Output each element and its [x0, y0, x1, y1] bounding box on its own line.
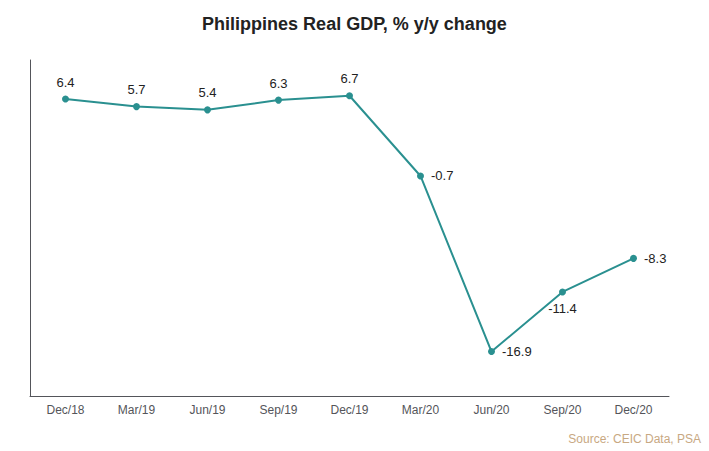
svg-text:-8.3: -8.3	[644, 251, 666, 266]
svg-text:5.4: 5.4	[198, 85, 216, 100]
svg-text:-0.7: -0.7	[431, 168, 453, 183]
svg-text:Sep/20: Sep/20	[543, 403, 581, 417]
svg-text:Dec/18: Dec/18	[46, 403, 84, 417]
svg-text:Philippines Real GDP, % y/y ch: Philippines Real GDP, % y/y change	[202, 14, 507, 34]
svg-text:Sep/19: Sep/19	[259, 403, 297, 417]
svg-text:Mar/19: Mar/19	[118, 403, 156, 417]
svg-text:Jun/20: Jun/20	[473, 403, 509, 417]
svg-text:5.7: 5.7	[127, 82, 145, 97]
svg-text:Jun/19: Jun/19	[189, 403, 225, 417]
svg-text:6.7: 6.7	[340, 71, 358, 86]
svg-text:6.3: 6.3	[269, 76, 287, 91]
svg-text:-11.4: -11.4	[548, 301, 577, 316]
svg-text:Dec/19: Dec/19	[330, 403, 368, 417]
svg-text:Source: CEIC Data, PSA: Source: CEIC Data, PSA	[568, 432, 701, 446]
svg-text:Mar/20: Mar/20	[402, 403, 440, 417]
svg-text:Dec/20: Dec/20	[614, 403, 652, 417]
svg-text:-16.9: -16.9	[502, 344, 532, 359]
svg-text:6.4: 6.4	[56, 75, 74, 90]
